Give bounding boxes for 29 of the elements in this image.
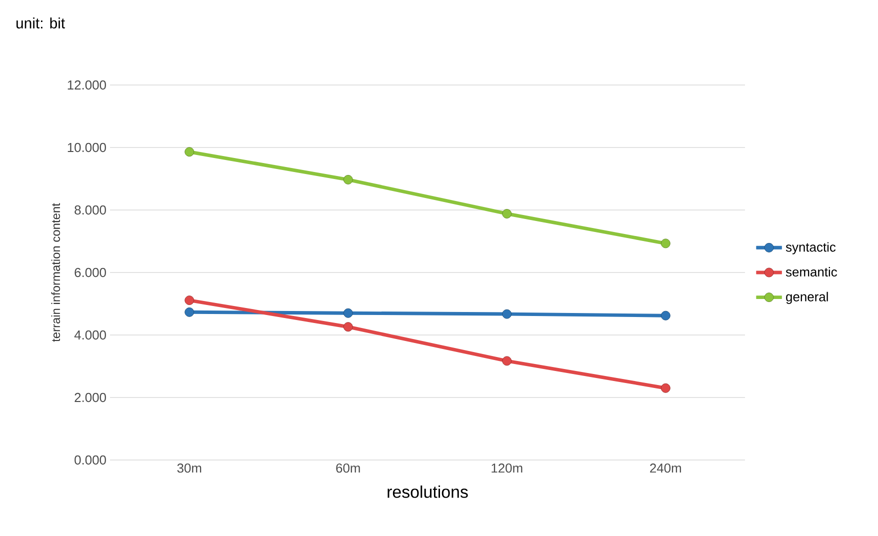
point bbox=[502, 209, 512, 218]
y-axis-title: terrain information content bbox=[51, 203, 60, 342]
y-tick-label: 6.000 bbox=[74, 268, 106, 278]
x-tick-label: 30m bbox=[177, 464, 202, 473]
y-tick-label: 4.000 bbox=[74, 330, 106, 340]
legend-label: syntactic bbox=[786, 242, 836, 254]
point bbox=[184, 307, 194, 317]
y-tick-label: 12.000 bbox=[68, 80, 106, 90]
x-tick-label: 60m bbox=[336, 464, 360, 473]
y-tick-label: 2.000 bbox=[74, 392, 106, 402]
point bbox=[343, 322, 353, 332]
point bbox=[343, 174, 353, 184]
x-tick-label: 240m bbox=[650, 464, 681, 473]
y-tick-label: 10.000 bbox=[68, 142, 106, 152]
point bbox=[184, 147, 194, 157]
point bbox=[184, 296, 194, 306]
x-tick-label: 120m bbox=[492, 464, 522, 473]
legend-label: general bbox=[786, 292, 828, 304]
point bbox=[660, 238, 670, 248]
x-axis-title: resolutions bbox=[388, 486, 468, 498]
text: unit: bit bbox=[16, 18, 65, 28]
point bbox=[502, 356, 512, 366]
point bbox=[343, 308, 353, 318]
point bbox=[660, 383, 670, 393]
legend-label: semantic bbox=[786, 267, 838, 277]
y-tick-label: 0.000 bbox=[74, 455, 106, 465]
point bbox=[502, 309, 512, 319]
point bbox=[660, 310, 670, 320]
y-tick-label: 8.000 bbox=[74, 205, 106, 215]
